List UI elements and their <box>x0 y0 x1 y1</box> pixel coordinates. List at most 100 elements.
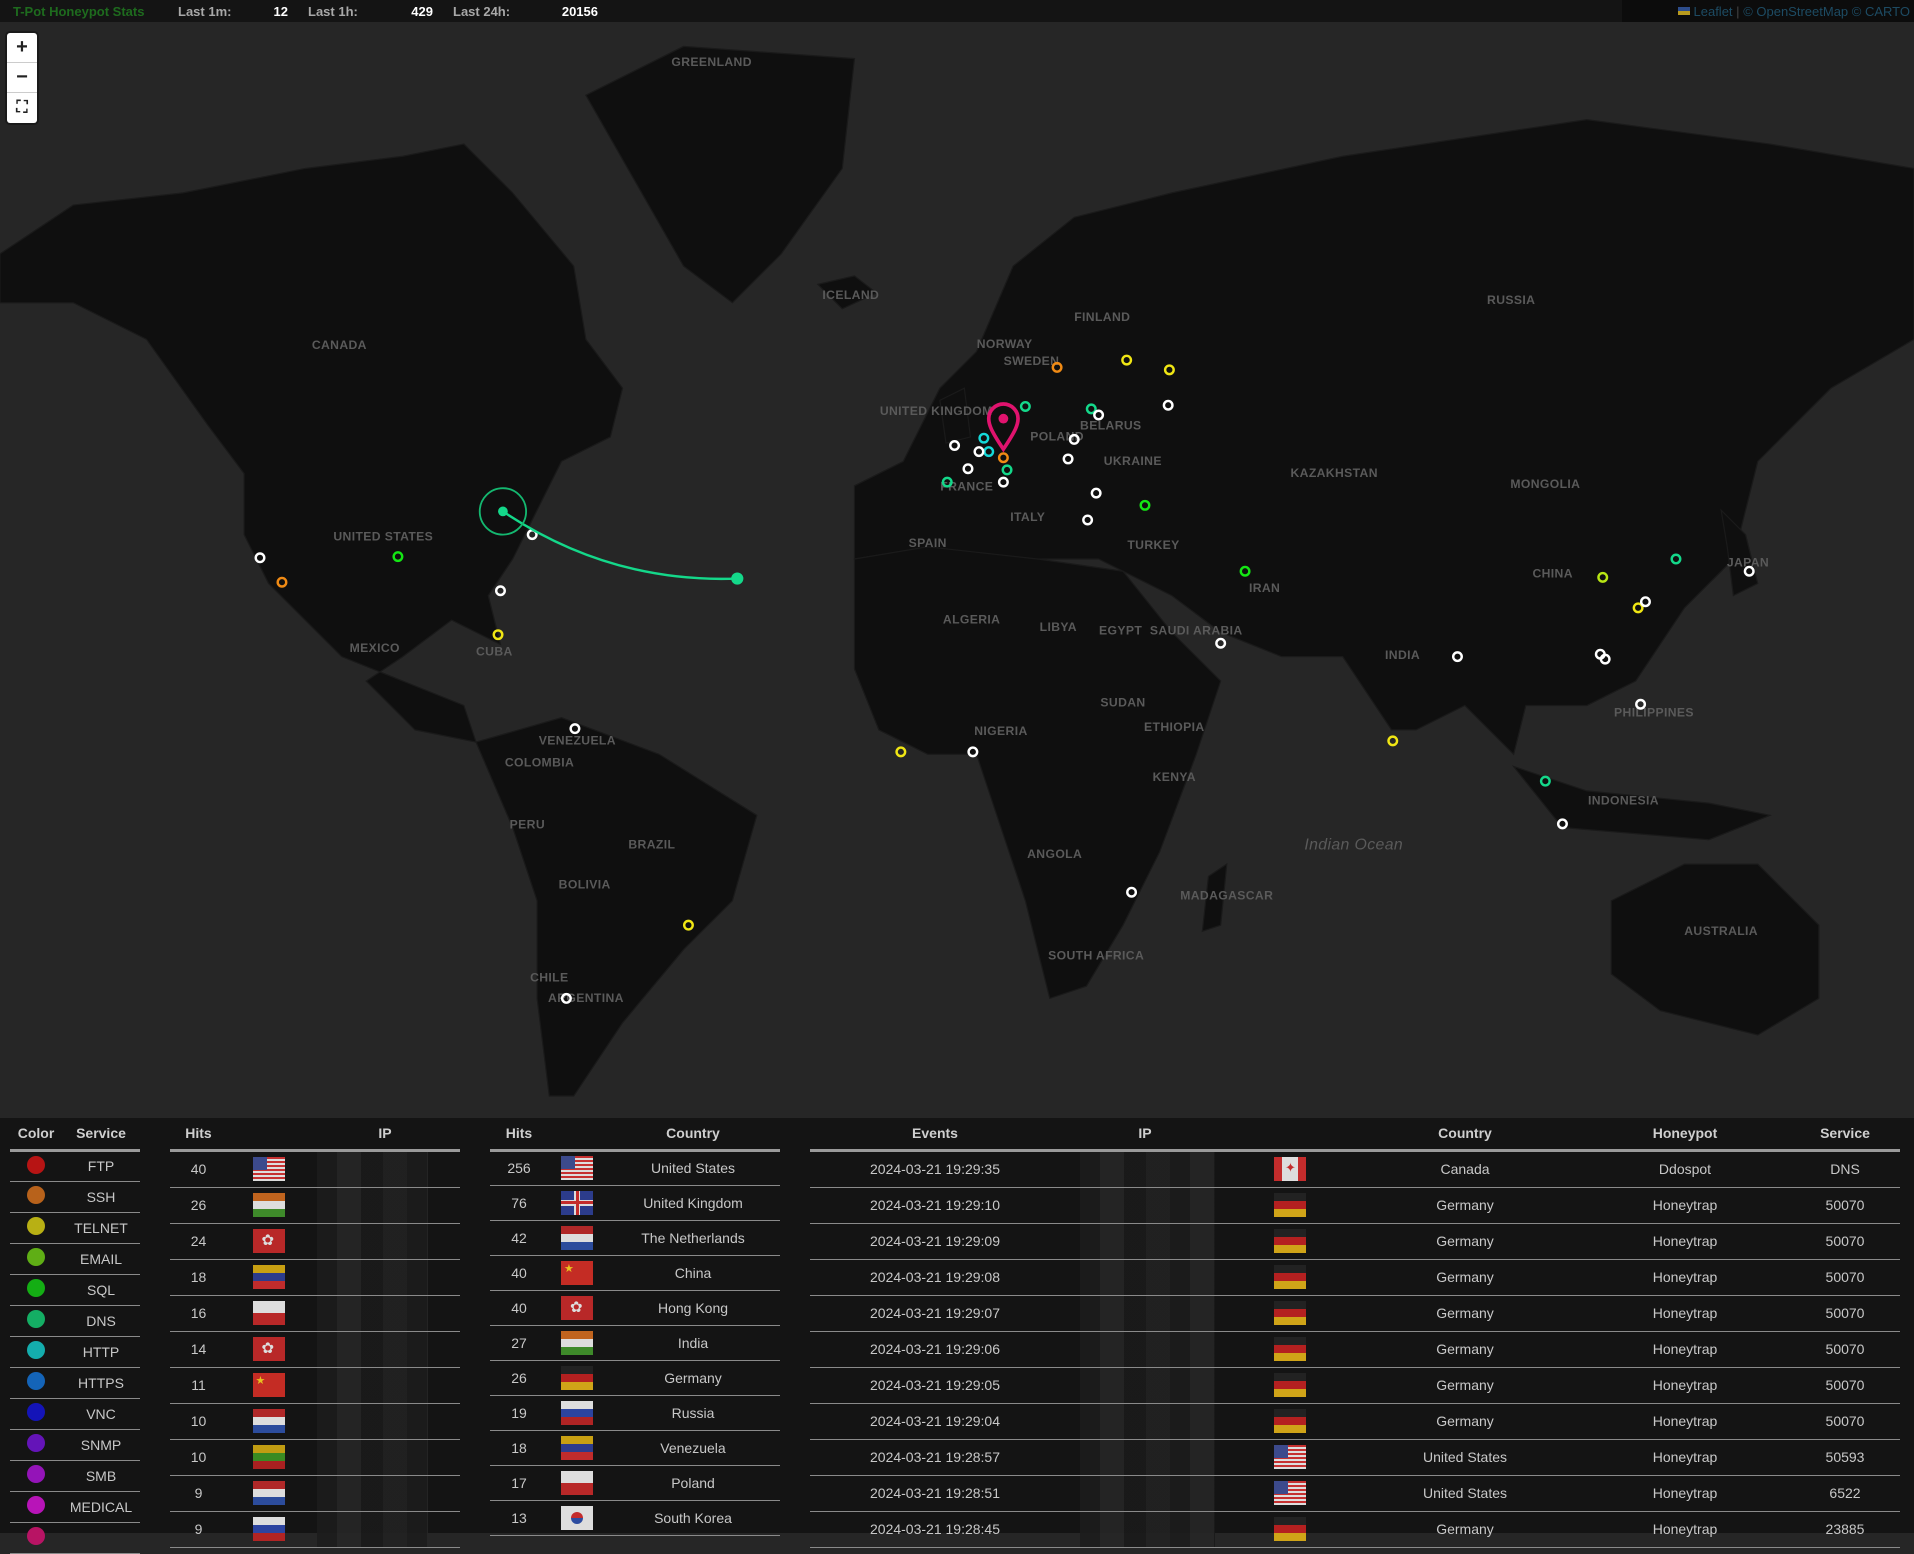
flag-cell <box>548 1395 606 1430</box>
legend-service: FTP <box>62 1150 140 1181</box>
attack-source-marker[interactable] <box>1389 737 1398 746</box>
table-row[interactable]: 18 <box>170 1259 460 1295</box>
service-color-dot <box>27 1186 45 1204</box>
table-row[interactable]: 16 <box>170 1295 460 1331</box>
event-ip-cell <box>1060 1403 1230 1439</box>
map-label: INDONESIA <box>1588 793 1659 807</box>
country-name: Hong Kong <box>606 1290 780 1325</box>
service-color-dot <box>27 1465 45 1483</box>
legend-row: HTTP <box>10 1336 140 1367</box>
country-name: Russia <box>606 1395 780 1430</box>
country-header: Country <box>606 1118 780 1150</box>
table-row[interactable]: 9 <box>170 1475 460 1511</box>
country-name: The Netherlands <box>606 1220 780 1255</box>
map-label: RUSSIA <box>1487 293 1535 307</box>
ip-header: IP <box>310 1118 460 1150</box>
table-row[interactable]: 10 <box>170 1403 460 1439</box>
table-row[interactable]: 40 <box>170 1150 460 1187</box>
flag-cell <box>227 1511 310 1547</box>
map-label: VENEZUELA <box>539 734 616 748</box>
service-color-dot <box>27 1527 45 1545</box>
table-row[interactable]: 9 <box>170 1511 460 1547</box>
country-name: Germany <box>606 1360 780 1395</box>
map-label: ICELAND <box>822 288 879 302</box>
flag-de-icon <box>1274 1265 1306 1289</box>
event-time: 2024-03-21 19:29:04 <box>810 1403 1060 1439</box>
osm-carto-link[interactable]: © OpenStreetMap © CARTO <box>1743 4 1910 19</box>
redacted-ip <box>1080 1368 1215 1403</box>
last-1m-label: Last 1m: <box>178 4 248 19</box>
redacted-ip <box>1080 1440 1215 1475</box>
event-time: 2024-03-21 19:29:10 <box>810 1187 1060 1223</box>
country-hits: 18 <box>490 1430 548 1465</box>
event-country: Germany <box>1350 1367 1580 1403</box>
zoom-in-button[interactable]: + <box>7 33 37 63</box>
table-row[interactable]: 24 <box>170 1223 460 1259</box>
flag-cell <box>227 1439 310 1475</box>
zoom-out-button[interactable]: − <box>7 63 37 93</box>
event-service: 50070 <box>1790 1403 1900 1439</box>
flag-cn-icon <box>253 1373 285 1397</box>
attack-arc-head <box>731 572 743 584</box>
map-label: KENYA <box>1153 770 1196 784</box>
attack-source-marker[interactable] <box>496 586 505 595</box>
flag-ve-icon <box>253 1265 285 1289</box>
event-ip-cell <box>1060 1511 1230 1547</box>
table-row[interactable]: 14 <box>170 1331 460 1367</box>
legend-color-cell <box>10 1522 62 1553</box>
legend-row: HTTPS <box>10 1367 140 1398</box>
flag-de-icon <box>1274 1301 1306 1325</box>
table-row[interactable]: 11 <box>170 1367 460 1403</box>
table-row[interactable]: 17 Poland <box>490 1465 780 1500</box>
flag-us-icon <box>561 1156 593 1180</box>
ip-hits: 24 <box>170 1223 227 1259</box>
ip-flag-header <box>227 1118 310 1150</box>
fullscreen-button[interactable]: ⛶ <box>7 93 37 123</box>
event-row[interactable]: 2024-03-21 19:29:35CanadaDdospotDNS <box>810 1150 1900 1187</box>
country-hits: 17 <box>490 1465 548 1500</box>
attack-origin-dot[interactable] <box>498 507 508 517</box>
country-name: United States <box>606 1150 780 1185</box>
ukraine-flag-icon <box>1678 7 1690 15</box>
event-honeypot: Honeytrap <box>1580 1295 1790 1331</box>
country-name: Poland <box>606 1465 780 1500</box>
map-label: GREENLAND <box>671 55 752 69</box>
table-row[interactable]: 40China <box>490 1255 780 1290</box>
map-label: NORWAY <box>977 337 1033 351</box>
attack-source-marker[interactable] <box>897 748 906 757</box>
legend-service: HTTPS <box>62 1367 140 1398</box>
table-row[interactable]: 40Hong Kong <box>490 1290 780 1325</box>
leaflet-link[interactable]: Leaflet <box>1694 4 1733 19</box>
ip-cell <box>310 1403 460 1439</box>
last-24h-value: 20156 <box>533 4 598 19</box>
attack-source-marker[interactable] <box>1216 639 1225 648</box>
table-row[interactable]: 26 <box>170 1187 460 1223</box>
flag-cn-icon <box>561 1261 593 1285</box>
table-row[interactable]: 10 <box>170 1439 460 1475</box>
flag-de-icon <box>1274 1337 1306 1361</box>
flag-cell <box>1230 1150 1350 1187</box>
flag-nl-icon <box>253 1409 285 1433</box>
redacted-ip <box>317 1476 428 1511</box>
country-name: China <box>606 1255 780 1290</box>
flag-in-icon <box>561 1331 593 1355</box>
